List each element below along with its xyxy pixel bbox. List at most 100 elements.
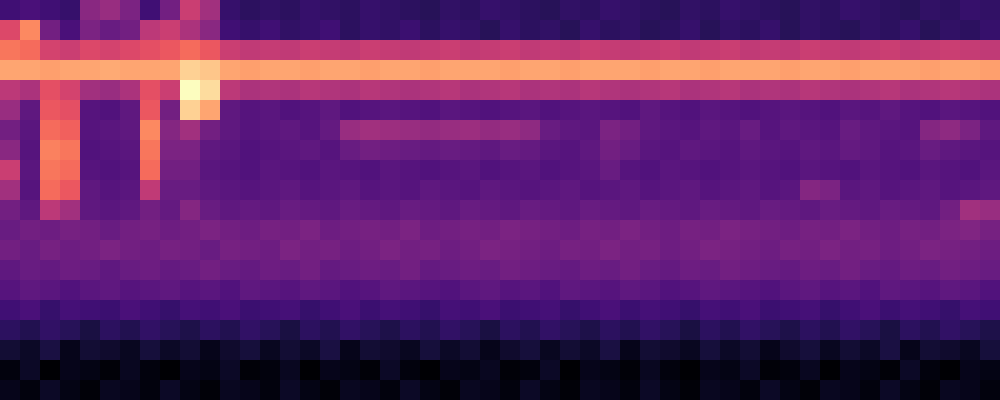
heat-cell xyxy=(540,240,561,261)
heat-cell xyxy=(160,340,181,361)
heat-cell xyxy=(680,220,701,241)
heat-cell xyxy=(300,240,321,261)
heat-cell xyxy=(600,160,621,181)
heat-cell xyxy=(580,320,601,341)
heat-cell xyxy=(840,320,861,341)
heat-cell xyxy=(840,380,861,400)
heat-cell xyxy=(160,140,181,161)
heat-cell xyxy=(960,180,981,201)
heat-cell xyxy=(280,20,301,41)
heat-cell xyxy=(860,180,881,201)
heat-cell xyxy=(720,280,741,301)
heat-cell xyxy=(500,120,521,141)
heat-cell xyxy=(40,260,61,281)
heat-cell xyxy=(180,380,201,400)
heat-cell xyxy=(60,100,81,121)
heat-cell xyxy=(120,140,141,161)
heat-cell xyxy=(280,280,301,301)
heat-cell xyxy=(240,240,261,261)
heat-cell xyxy=(760,240,781,261)
heat-cell xyxy=(600,140,621,161)
heat-cell xyxy=(140,120,161,141)
heat-cell xyxy=(940,40,961,61)
heat-cell xyxy=(480,140,501,161)
heat-cell xyxy=(220,0,241,21)
heat-cell xyxy=(680,280,701,301)
heat-cell xyxy=(500,40,521,61)
heat-cell xyxy=(580,220,601,241)
heat-cell xyxy=(320,280,341,301)
heat-cell xyxy=(80,380,101,400)
heat-cell xyxy=(600,20,621,41)
heat-cell xyxy=(440,40,461,61)
heat-cell xyxy=(900,320,921,341)
heat-cell xyxy=(920,60,941,81)
heat-cell xyxy=(240,300,261,321)
heat-cell xyxy=(840,40,861,61)
heat-cell xyxy=(840,60,861,81)
heat-cell xyxy=(20,80,41,101)
heat-cell xyxy=(460,300,481,321)
heat-cell xyxy=(620,240,641,261)
heat-cell xyxy=(20,20,41,41)
heat-cell xyxy=(780,160,801,181)
heat-cell xyxy=(360,160,381,181)
heat-cell xyxy=(0,280,21,301)
heat-cell xyxy=(820,80,841,101)
heat-cell xyxy=(20,0,41,21)
heat-cell xyxy=(600,40,621,61)
heat-cell xyxy=(340,300,361,321)
heat-cell xyxy=(840,240,861,261)
heat-cell xyxy=(760,320,781,341)
heat-cell xyxy=(500,80,521,101)
heat-cell xyxy=(80,20,101,41)
heat-cell xyxy=(200,200,221,221)
heat-cell xyxy=(300,160,321,181)
heat-cell xyxy=(600,120,621,141)
heat-cell xyxy=(160,80,181,101)
heat-cell xyxy=(760,360,781,381)
heat-cell xyxy=(560,60,581,81)
heat-cell xyxy=(560,40,581,61)
heat-cell xyxy=(180,260,201,281)
heat-cell xyxy=(760,120,781,141)
heat-cell xyxy=(840,80,861,101)
heat-cell xyxy=(340,240,361,261)
heat-cell xyxy=(720,100,741,121)
heat-cell xyxy=(380,40,401,61)
heat-cell xyxy=(780,20,801,41)
heat-cell xyxy=(720,180,741,201)
heat-cell xyxy=(220,360,241,381)
heat-cell xyxy=(320,60,341,81)
heat-cell xyxy=(80,260,101,281)
heat-cell xyxy=(420,100,441,121)
heat-cell xyxy=(260,180,281,201)
heat-cell xyxy=(560,380,581,400)
heat-cell xyxy=(500,300,521,321)
heat-cell xyxy=(920,280,941,301)
heat-cell xyxy=(300,80,321,101)
heat-cell xyxy=(240,120,261,141)
heat-cell xyxy=(140,160,161,181)
heat-cell xyxy=(400,20,421,41)
heat-cell xyxy=(740,240,761,261)
heat-cell xyxy=(440,160,461,181)
heat-cell xyxy=(100,80,121,101)
heat-cell xyxy=(820,40,841,61)
heat-cell xyxy=(340,360,361,381)
heat-cell xyxy=(300,0,321,21)
heat-cell xyxy=(720,80,741,101)
heat-cell xyxy=(920,360,941,381)
heat-cell xyxy=(680,20,701,41)
heat-cell xyxy=(500,380,521,400)
heat-cell xyxy=(660,40,681,61)
heat-cell xyxy=(780,180,801,201)
heat-cell xyxy=(760,40,781,61)
heat-cell xyxy=(800,240,821,261)
heat-cell xyxy=(780,100,801,121)
heat-cell xyxy=(360,380,381,400)
heat-cell xyxy=(780,260,801,281)
heat-cell xyxy=(240,40,261,61)
heat-cell xyxy=(320,340,341,361)
heat-cell xyxy=(540,20,561,41)
